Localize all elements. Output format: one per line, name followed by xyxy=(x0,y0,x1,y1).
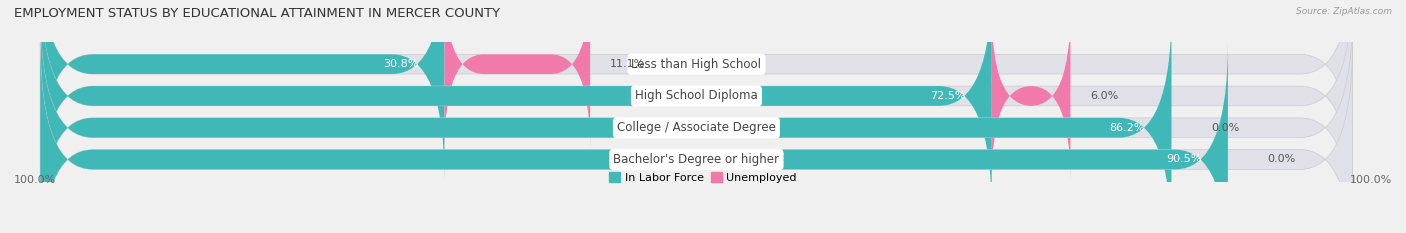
FancyBboxPatch shape xyxy=(991,10,1070,182)
FancyBboxPatch shape xyxy=(41,42,1353,233)
Text: 90.5%: 90.5% xyxy=(1167,154,1202,164)
FancyBboxPatch shape xyxy=(41,0,1353,213)
Text: 0.0%: 0.0% xyxy=(1267,154,1295,164)
Text: 72.5%: 72.5% xyxy=(929,91,966,101)
FancyBboxPatch shape xyxy=(41,42,1227,233)
Text: 6.0%: 6.0% xyxy=(1090,91,1118,101)
FancyBboxPatch shape xyxy=(41,0,991,213)
Text: 100.0%: 100.0% xyxy=(1350,175,1392,185)
Legend: In Labor Force, Unemployed: In Labor Force, Unemployed xyxy=(605,168,801,187)
Text: Bachelor's Degree or higher: Bachelor's Degree or higher xyxy=(613,153,779,166)
Text: Source: ZipAtlas.com: Source: ZipAtlas.com xyxy=(1296,7,1392,16)
Text: EMPLOYMENT STATUS BY EDUCATIONAL ATTAINMENT IN MERCER COUNTY: EMPLOYMENT STATUS BY EDUCATIONAL ATTAINM… xyxy=(14,7,501,20)
Text: 100.0%: 100.0% xyxy=(14,175,56,185)
Text: 86.2%: 86.2% xyxy=(1109,123,1146,133)
Text: 30.8%: 30.8% xyxy=(382,59,418,69)
Text: 11.1%: 11.1% xyxy=(610,59,645,69)
FancyBboxPatch shape xyxy=(41,10,1171,233)
Text: 0.0%: 0.0% xyxy=(1211,123,1239,133)
FancyBboxPatch shape xyxy=(41,0,444,182)
Text: High School Diploma: High School Diploma xyxy=(636,89,758,103)
FancyBboxPatch shape xyxy=(41,0,1353,182)
Text: College / Associate Degree: College / Associate Degree xyxy=(617,121,776,134)
FancyBboxPatch shape xyxy=(41,10,1353,233)
FancyBboxPatch shape xyxy=(444,0,591,150)
Text: Less than High School: Less than High School xyxy=(631,58,762,71)
